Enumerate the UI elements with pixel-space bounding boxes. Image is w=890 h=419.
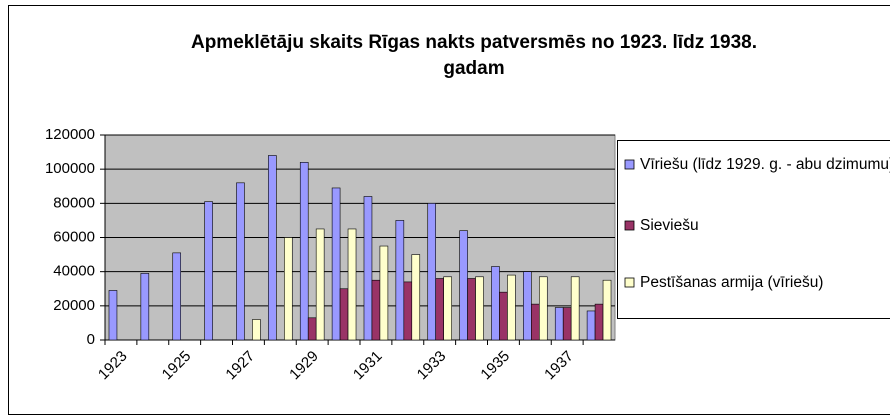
bar <box>507 274 516 341</box>
bar <box>379 245 389 341</box>
bar <box>339 288 349 341</box>
bar <box>252 319 261 341</box>
y-tick-label: 60000 <box>53 228 95 245</box>
bar <box>411 254 421 341</box>
legend-swatch <box>624 220 635 231</box>
y-tick-label: 100000 <box>45 160 95 177</box>
bar <box>554 307 564 341</box>
bar <box>371 279 381 341</box>
bar <box>531 303 540 341</box>
bar <box>427 203 437 341</box>
legend-swatch <box>624 159 635 170</box>
bar <box>538 276 548 341</box>
bar <box>331 187 341 341</box>
bar <box>299 162 309 341</box>
bar <box>363 196 373 341</box>
bar <box>172 252 182 341</box>
bar <box>315 228 325 341</box>
bar <box>602 279 612 341</box>
bar <box>283 237 293 341</box>
bar <box>586 310 596 341</box>
bar <box>523 271 532 341</box>
legend-box <box>617 140 890 319</box>
y-tick-label: 120000 <box>45 126 95 143</box>
legend-label: Pestīšanas armija (vīriešu) <box>640 274 824 291</box>
bar <box>268 155 277 341</box>
bar <box>204 201 213 341</box>
bar <box>570 276 580 341</box>
legend-label: Sieviešu <box>640 217 699 234</box>
bar <box>491 266 500 341</box>
chart-title: Apmeklētāju skaits Rīgas nakts patversmē… <box>190 32 758 79</box>
bar <box>108 290 118 341</box>
bar <box>307 317 317 341</box>
bar <box>443 276 452 341</box>
bar <box>475 276 484 341</box>
y-tick-label: 20000 <box>53 297 95 314</box>
bar <box>467 278 476 341</box>
bar <box>236 182 245 341</box>
bar <box>140 273 150 341</box>
y-tick-label: 40000 <box>53 263 95 280</box>
bar <box>435 278 444 341</box>
legend-swatch <box>624 277 635 288</box>
bar <box>499 291 508 341</box>
bar <box>594 303 604 341</box>
bar <box>347 228 357 341</box>
legend-label: Vīriešu (līdz 1929. g. - abu dzimumu) <box>640 156 890 173</box>
bar <box>395 220 405 341</box>
bar <box>459 230 468 341</box>
bar <box>562 307 572 341</box>
bar <box>403 281 413 341</box>
y-tick-label: 0 <box>87 331 95 348</box>
y-tick-label: 80000 <box>53 194 95 211</box>
